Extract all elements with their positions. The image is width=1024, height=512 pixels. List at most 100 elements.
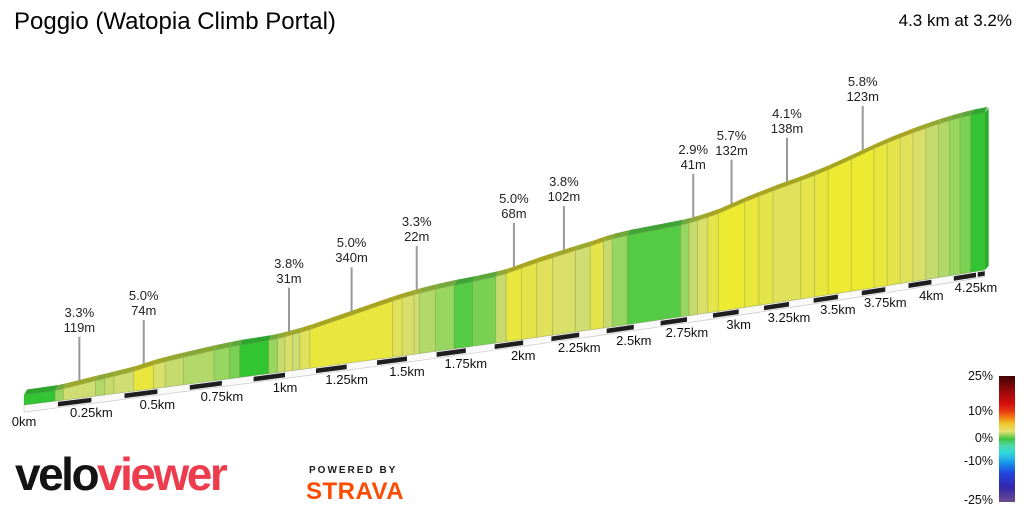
profile-end-cap — [984, 107, 989, 271]
distance-dash — [861, 287, 886, 296]
ridge-cap — [925, 118, 942, 129]
gradient-segment — [899, 132, 914, 284]
ridge-cap — [913, 122, 929, 133]
distance-label: 0.25km — [70, 405, 113, 421]
gradient-segment — [277, 336, 286, 373]
ridge-cap — [874, 137, 891, 149]
distance-label: 1.75km — [444, 356, 488, 372]
annotation-length: 68m — [501, 205, 527, 221]
distance-label: 0.5km — [139, 397, 176, 413]
gradient-segment — [153, 361, 166, 389]
gradient-segment — [392, 297, 403, 358]
ridge-cap — [590, 236, 607, 247]
gradient-annotation: 5.0% 340m — [317, 235, 387, 265]
ridge-cap — [95, 373, 108, 381]
gradient-segment — [970, 111, 986, 273]
gradient-segment — [772, 180, 802, 304]
gradient-segment — [603, 238, 613, 329]
gradient-segment — [912, 127, 927, 282]
distance-label: 2.75km — [665, 324, 709, 340]
gradient-segment — [574, 245, 591, 333]
distance-label: 2.5km — [616, 332, 652, 348]
gradient-segment — [814, 169, 829, 298]
gradient-segment — [873, 142, 888, 289]
gradient-segment — [495, 273, 507, 344]
ridge-cap — [309, 295, 396, 330]
ridge-cap — [183, 344, 218, 358]
distance-dash — [436, 348, 466, 357]
logo-viewer-text: viewer — [97, 448, 228, 500]
gradient-segment — [800, 174, 815, 300]
gradient-segment — [680, 222, 690, 318]
distance-dash — [977, 271, 985, 277]
distance-label: 0.75km — [200, 388, 244, 404]
ridge-cap — [292, 327, 303, 335]
veloviewer-logo[interactable]: veloviewer — [15, 448, 228, 500]
gradient-segment — [401, 294, 415, 357]
gradient-segment — [536, 257, 553, 338]
gradient-annotation: 5.8% 123m — [828, 74, 898, 104]
annotation-length: 340m — [335, 250, 368, 266]
ridge-cap — [153, 356, 169, 365]
gradient-segment — [418, 288, 436, 354]
distance-label: 2.25km — [557, 340, 601, 356]
ridge-cap — [938, 115, 953, 124]
annotation-gradient: 2.9% — [678, 141, 709, 157]
ridge-cap — [277, 331, 288, 339]
gradient-segment — [758, 190, 774, 306]
ridge-cap — [133, 359, 157, 372]
annotation-length: 41m — [680, 156, 706, 172]
gradient-segment — [589, 241, 604, 331]
gradient-segment — [95, 378, 106, 397]
annotation-gradient: 5.0% — [336, 235, 367, 251]
ridge-cap — [949, 112, 964, 121]
gradient-segment — [104, 375, 115, 396]
distance-label: 3.75km — [864, 294, 907, 310]
distance-dash — [813, 294, 838, 303]
distance-label: 0km — [11, 414, 37, 429]
ridge-cap — [414, 287, 423, 295]
ridge-cap — [900, 127, 917, 138]
annotation-gradient: 5.8% — [847, 73, 878, 89]
gradient-segment — [213, 346, 230, 382]
ridge-cap — [419, 283, 439, 294]
annotation-length: 123m — [846, 88, 879, 104]
gradient-segment — [925, 123, 939, 280]
distance-dash — [606, 324, 634, 334]
annotation-length: 31m — [276, 270, 302, 286]
ridge-cap — [104, 370, 117, 379]
ridge-cap — [472, 271, 499, 282]
ridge-cap — [800, 169, 818, 181]
gradient-segment — [268, 338, 278, 375]
distance-dash — [660, 317, 687, 326]
ridge-cap — [575, 240, 594, 251]
annotation-length: 22m — [404, 228, 430, 244]
gradient-annotation: 3.3% 22m — [382, 214, 452, 244]
gradient-segment — [938, 120, 950, 278]
gradient-segment — [435, 284, 455, 352]
ridge-cap — [707, 208, 722, 218]
annotation-gradient: 3.3% — [64, 304, 95, 320]
gradient-segment — [697, 216, 709, 315]
ridge-cap — [285, 329, 296, 337]
ridge-cap — [887, 132, 904, 143]
distance-label: 3.5km — [820, 302, 856, 318]
ridge-cap — [521, 257, 540, 269]
ridge-cap — [680, 217, 693, 226]
ridge-cap — [402, 289, 418, 299]
annotation-gradient: 5.0% — [499, 190, 529, 206]
gradient-segment — [886, 137, 901, 287]
distance-label: 1.5km — [389, 364, 425, 380]
ridge-cap — [454, 276, 476, 286]
ridge-cap — [114, 365, 137, 377]
distance-dash — [377, 356, 407, 365]
annotation-gradient: 5.7% — [716, 127, 747, 143]
annotation-length: 132m — [715, 142, 748, 158]
strava-logo[interactable]: STRAVA — [306, 478, 405, 505]
ridge-cap — [214, 341, 233, 351]
ridge-cap — [239, 335, 272, 346]
gradient-segment — [626, 224, 682, 325]
ridge-cap — [24, 385, 59, 395]
ridge-cap — [627, 219, 684, 236]
gradient-segment — [239, 340, 270, 378]
